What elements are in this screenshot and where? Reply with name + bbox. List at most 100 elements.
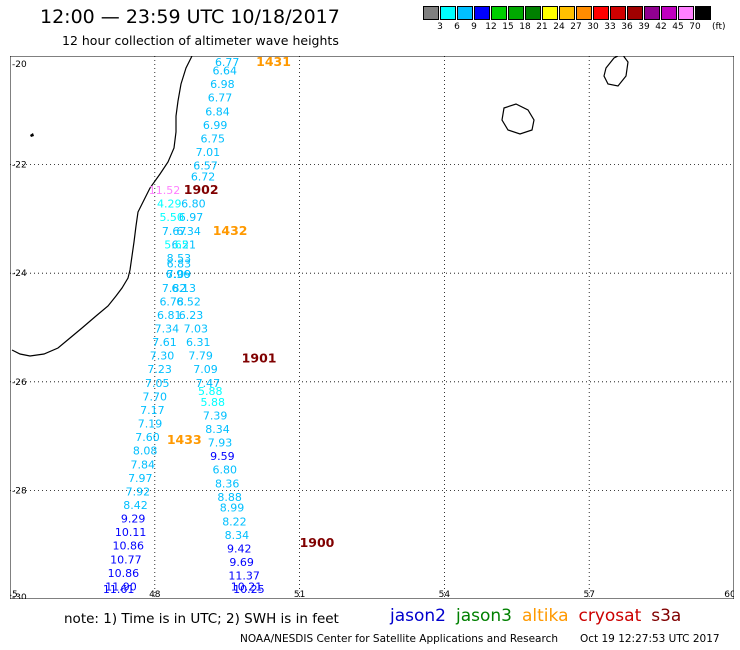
colorbar-swatch bbox=[695, 6, 711, 20]
wave-height-value: 6.78 bbox=[159, 295, 184, 308]
wave-height-value: 6.80 bbox=[213, 464, 238, 477]
wave-height-value: 9.59 bbox=[210, 450, 235, 463]
wave-height-value: 8.53 bbox=[167, 252, 192, 265]
wave-height-value: 6.77 bbox=[208, 92, 233, 105]
wave-height-value: 6.98 bbox=[210, 78, 235, 91]
legend-item-jason2: jason2 bbox=[390, 606, 446, 626]
colorbar-tick-label: 3 bbox=[437, 22, 443, 32]
wave-height-value: 7.30 bbox=[150, 350, 175, 363]
wave-height-value: 7.92 bbox=[126, 485, 151, 498]
map-subtitle: 12 hour collection of altimeter wave hei… bbox=[62, 33, 339, 48]
colorbar-swatch bbox=[593, 6, 609, 20]
wave-height-value: 5.65 bbox=[164, 238, 189, 251]
wave-height-value: 6.96 bbox=[166, 268, 191, 281]
legend-item-cryosat: cryosat bbox=[578, 606, 642, 626]
colorbar-swatch bbox=[644, 6, 660, 20]
map-svg: 454851545760 -20-22-24-26-28-30 6.776.64… bbox=[6, 53, 736, 603]
colorbar-tick-label: 21 bbox=[536, 22, 548, 32]
wave-height-value: 7.34 bbox=[155, 323, 180, 336]
x-tick-label: 60 bbox=[724, 590, 734, 599]
wave-height-value: 6.99 bbox=[203, 119, 228, 132]
colorbar-tick-label: 33 bbox=[604, 22, 616, 32]
wave-height-value: 8.34 bbox=[205, 423, 230, 436]
wave-height-value: 6.83 bbox=[167, 257, 192, 270]
y-tick-labels: -20 -22 -24 -26 -28 -30 bbox=[12, 60, 27, 603]
wave-height-value: 9.69 bbox=[229, 556, 254, 569]
wave-height-value: 7.93 bbox=[208, 437, 233, 450]
y-tick-label: -30 bbox=[12, 593, 27, 599]
colorbar-swatch bbox=[491, 6, 507, 20]
wave-height-value: 8.22 bbox=[222, 515, 247, 528]
wave-height-value: 7.09 bbox=[167, 268, 192, 281]
credit-line: NOAA/NESDIS Center for Satellite Applica… bbox=[240, 633, 558, 645]
colorbar-swatch bbox=[457, 6, 473, 20]
colorbar-tick-label: 15 bbox=[502, 22, 514, 32]
map-border bbox=[9, 55, 735, 600]
wave-height-value: 11.61 bbox=[103, 583, 135, 596]
wave-height-value: 6.97 bbox=[179, 211, 204, 224]
wave-height-value: 10.21 bbox=[231, 580, 263, 593]
wave-height-value: 10.86 bbox=[113, 540, 145, 553]
colorbar-swatch bbox=[525, 6, 541, 20]
x-tick-label: 54 bbox=[439, 590, 451, 599]
x-tick-labels: 45 48 51 54 57 60 bbox=[6, 590, 736, 600]
colorbar-swatch bbox=[576, 6, 592, 20]
colorbar-tick-label: 36 bbox=[621, 22, 633, 32]
wave-height-value: 6.64 bbox=[213, 65, 238, 78]
colorbar-tick-label: 27 bbox=[570, 22, 582, 32]
wave-height-value: 8.42 bbox=[123, 499, 148, 512]
wave-height-value: 6.57 bbox=[193, 160, 218, 173]
colorbar-swatch bbox=[610, 6, 626, 20]
wave-height-value: 8.34 bbox=[225, 529, 250, 542]
footer-note: note: 1) Time is in UTC; 2) SWH is in fe… bbox=[64, 611, 339, 627]
y-tick-label: -22 bbox=[12, 161, 27, 171]
colorbar-swatch bbox=[508, 6, 524, 20]
wave-height-value: 6.31 bbox=[186, 336, 211, 349]
legend-item-altika: altika bbox=[522, 606, 569, 626]
wave-height-value: 7.39 bbox=[203, 409, 228, 422]
x-tick-label: 48 bbox=[149, 590, 161, 599]
colorbar-swatch bbox=[678, 6, 694, 20]
wave-height-value: 10.77 bbox=[110, 553, 142, 566]
wave-height-value: 7.47 bbox=[196, 377, 221, 390]
wave-height-value: 7.23 bbox=[147, 363, 172, 376]
wave-height-value: 7.19 bbox=[138, 418, 163, 431]
colorbar-swatch bbox=[440, 6, 456, 20]
orbit-track-labels: 1431 1902 1432 1901 1433 1900 bbox=[167, 54, 335, 550]
wave-height-value: 11.52 bbox=[149, 184, 181, 197]
colorbar-swatch bbox=[542, 6, 558, 20]
map-title: 12:00 — 23:59 UTC 10/18/2017 bbox=[40, 6, 340, 28]
wave-height-value: 11.90 bbox=[105, 580, 137, 593]
track-time-label: 1431 bbox=[256, 56, 291, 69]
wave-height-value: 7.84 bbox=[130, 458, 155, 471]
colorbar-tick-label: 42 bbox=[655, 22, 667, 32]
wave-height-value: 6.21 bbox=[172, 238, 197, 251]
colorbar-swatch bbox=[661, 6, 677, 20]
colorbar-swatch bbox=[559, 6, 575, 20]
wave-height-value: 7.60 bbox=[135, 431, 160, 444]
wave-height-value: 6.80 bbox=[181, 198, 206, 211]
wave-height-value: 7.17 bbox=[140, 404, 165, 417]
wave-height-value: 6.52 bbox=[176, 295, 201, 308]
wave-height-value: 7.97 bbox=[128, 472, 153, 485]
wave-height-value: 7.09 bbox=[193, 363, 218, 376]
wave-height-value: 4.29 bbox=[157, 198, 182, 211]
colorbar-swatch bbox=[474, 6, 490, 20]
wave-height-value: 6.84 bbox=[205, 105, 230, 118]
colorbar-tick-label: 9 bbox=[471, 22, 477, 32]
wave-height-value: 7.82 bbox=[162, 282, 187, 295]
track-time-label: 1901 bbox=[242, 350, 277, 365]
reunion-island bbox=[501, 103, 535, 135]
wave-height-value: 8.88 bbox=[217, 491, 242, 504]
wave-height-readings: 6.776.646.986.776.846.996.757.016.576.72… bbox=[103, 56, 265, 596]
madagascar-coastline bbox=[11, 55, 193, 357]
wave-height-value: 10.25 bbox=[233, 583, 265, 596]
colorbar-tick-label: 39 bbox=[638, 22, 650, 32]
colorbar-tick-label: 6 bbox=[454, 22, 460, 32]
wave-height-value: 8.99 bbox=[220, 502, 245, 515]
wave-height-value: 6.13 bbox=[172, 282, 197, 295]
colorbar-swatch bbox=[423, 6, 439, 20]
map-panel: 454851545760 -20-22-24-26-28-30 6.776.64… bbox=[6, 53, 736, 603]
y-tick-label: -28 bbox=[12, 486, 27, 496]
colorbar-swatch bbox=[627, 6, 643, 20]
